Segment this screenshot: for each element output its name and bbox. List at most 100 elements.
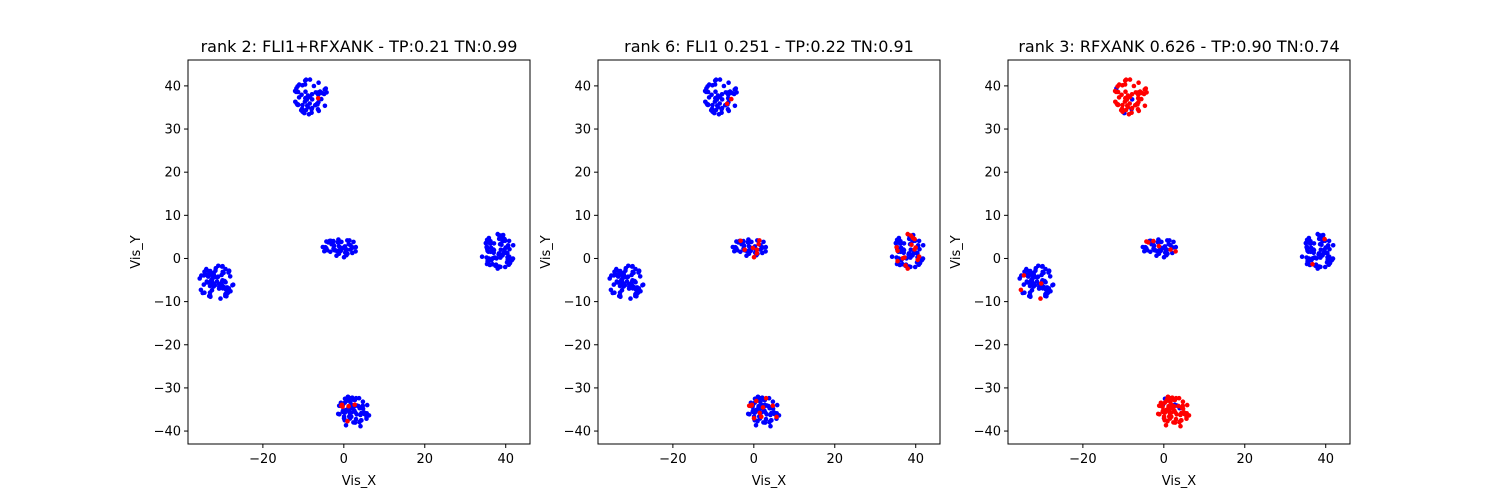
panel-3-plot-frame [1007, 59, 1351, 445]
scatter-point-negative [1327, 247, 1332, 252]
panel-1-plot-frame [187, 59, 531, 445]
scatter-point-negative [345, 238, 350, 243]
scatter-point-positive [749, 403, 754, 409]
scatter-point-negative [360, 403, 366, 409]
panel-1-y-tick-label: 0 [173, 252, 181, 267]
panel-2-x-axis: −20 0 20 40 [659, 444, 924, 467]
scatter-point-negative [492, 255, 497, 260]
scatter-point-negative [207, 283, 213, 289]
scatter-point-negative [621, 281, 626, 286]
scatter-point-negative [485, 248, 490, 254]
scatter-point-negative [733, 86, 739, 91]
scatter-point-negative [1305, 248, 1310, 254]
scatter-point-negative [1318, 252, 1324, 257]
scatter-point-negative [226, 269, 232, 274]
scatter-point-negative [211, 281, 216, 286]
scatter-point-positive [1168, 247, 1173, 252]
panel-2-y-tick-label: −10 [564, 295, 591, 310]
scatter-point-negative [1327, 260, 1333, 266]
scatter-point-negative [747, 248, 753, 253]
scatter-point-negative [702, 88, 708, 94]
scatter-point-negative [1027, 293, 1033, 299]
scatter-point-negative [346, 242, 352, 247]
panel-1-x-tick-label: −20 [249, 452, 276, 467]
scatter-point-positive [905, 231, 910, 237]
scatter-point-negative [633, 293, 638, 299]
scatter-point-negative [726, 90, 731, 95]
scatter-point-negative [207, 272, 213, 278]
scatter-point-positive [759, 414, 764, 420]
scatter-point-negative [320, 244, 326, 250]
scatter-point-negative [706, 95, 712, 100]
scatter-point-negative [315, 107, 321, 112]
scatter-point-positive [902, 255, 907, 260]
panel-3-y-tick-label: −20 [974, 338, 1001, 353]
scatter-point-negative [732, 103, 738, 109]
scatter-point-negative [491, 247, 496, 252]
scatter-point-negative [304, 103, 310, 108]
panel-2-y-tick-label: 10 [574, 209, 591, 224]
scatter-point-positive [1123, 77, 1129, 82]
scatter-point-negative [343, 423, 349, 428]
scatter-point-positive [1171, 404, 1177, 409]
scatter-point-negative [201, 282, 207, 287]
scatter-point-negative [753, 423, 759, 428]
scatter-point-positive [894, 245, 899, 250]
scatter-point-negative [617, 280, 623, 285]
scatter-point-negative [714, 97, 720, 102]
scatter-point-negative [1308, 241, 1313, 246]
scatter-point-negative [214, 279, 220, 284]
scatter-point-positive [1168, 399, 1173, 405]
scatter-point-negative [1304, 245, 1309, 250]
scatter-point-negative [917, 260, 923, 266]
scatter-point-negative [346, 414, 352, 419]
scatter-point-negative [498, 252, 504, 257]
scatter-point-negative [770, 399, 776, 405]
scatter-point-negative [1326, 238, 1332, 244]
scatter-point-negative [1151, 243, 1157, 248]
scatter-point-positive [915, 257, 920, 263]
scatter-point-negative [324, 247, 330, 253]
scatter-point-positive [1018, 287, 1024, 293]
scatter-point-positive [1184, 416, 1189, 422]
scatter-point-negative [316, 90, 321, 95]
panel-2-plot-frame [597, 59, 941, 445]
scatter-point-negative [305, 93, 311, 98]
scatter-point-negative [303, 77, 309, 82]
scatter-point-negative [207, 293, 213, 299]
panel-2-y-axis: −40 −30 −20 −10 0 10 20 30 40 [564, 79, 598, 440]
scatter-point-positive [1116, 95, 1122, 100]
scatter-point-negative [1306, 235, 1312, 241]
scatter-point-positive [763, 395, 769, 401]
scatter-point-positive [1134, 101, 1140, 107]
scatter-point-positive [1136, 80, 1141, 85]
scatter-point-negative [741, 243, 747, 248]
scatter-point-negative [357, 419, 362, 425]
scatter-point-negative [197, 276, 202, 281]
scatter-point-negative [479, 254, 485, 259]
panel-3-y-tick-label: −30 [974, 381, 1001, 396]
scatter-point-positive [895, 248, 900, 254]
scatter-point-positive [760, 405, 766, 410]
scatter-point-negative [719, 97, 725, 102]
scatter-point-negative [760, 250, 765, 256]
scatter-point-negative [353, 416, 359, 422]
scatter-point-negative [767, 405, 772, 411]
panel-2-y-tick-label: 40 [574, 79, 591, 94]
scatter-point-negative [306, 112, 312, 117]
scatter-point-negative [908, 247, 914, 252]
scatter-point-positive [1163, 423, 1169, 428]
scatter-point-negative [216, 286, 222, 291]
scatter-point-negative [630, 269, 635, 275]
panel-3-x-tick-label: −20 [1069, 452, 1096, 467]
scatter-point-positive [1038, 281, 1044, 286]
panel-1-x-axis-label: Vis_X [342, 474, 376, 489]
scatter-point-negative [1163, 248, 1168, 254]
scatter-point-positive [1310, 261, 1315, 267]
scatter-point-negative [626, 286, 632, 291]
scatter-point-positive [1139, 90, 1145, 96]
scatter-point-negative [1316, 264, 1322, 269]
scatter-point-negative [505, 243, 511, 248]
panel-1-y-tick-label: 10 [164, 209, 181, 224]
scatter-point-negative [617, 293, 623, 299]
